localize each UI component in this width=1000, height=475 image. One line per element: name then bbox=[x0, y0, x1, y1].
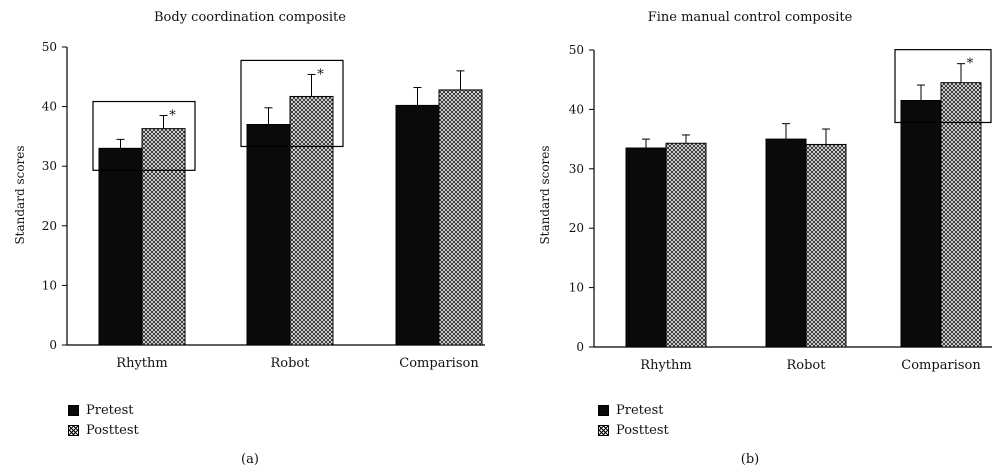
y-tick-label: 30 bbox=[569, 162, 584, 176]
chart-title: Fine manual control composite bbox=[647, 10, 853, 25]
legend-item-pretest: Pretest bbox=[598, 400, 669, 420]
y-tick-label: 40 bbox=[42, 100, 57, 114]
x-tick-label: Rhythm bbox=[116, 356, 167, 371]
significance-asterisk: * bbox=[967, 57, 974, 72]
legend-item-posttest: Posttest bbox=[598, 420, 669, 440]
chart-panel-b: Fine manual control composite Standard s… bbox=[500, 0, 1000, 475]
y-tick-label: 50 bbox=[569, 43, 584, 57]
y-tick-label: 30 bbox=[42, 159, 57, 173]
bar-posttest bbox=[438, 89, 483, 346]
legend: Pretest Posttest bbox=[598, 400, 669, 440]
chart-title: Body coordination composite bbox=[154, 10, 346, 25]
x-tick-label: Robot bbox=[787, 358, 827, 373]
y-tick-label: 50 bbox=[42, 40, 57, 54]
y-tick-label: 40 bbox=[569, 102, 584, 116]
bar-posttest bbox=[665, 142, 707, 348]
legend-item-pretest: Pretest bbox=[68, 400, 139, 420]
bar-chart-a: 0 10 20 30 40 50 * Rhythm * Robot Comparison bbox=[42, 40, 485, 371]
bar-chart-b: 0 10 20 30 40 50 Rhythm Robot * Comparison bbox=[569, 43, 992, 373]
bar-pretest bbox=[98, 147, 143, 346]
x-tick-label: Comparison bbox=[901, 358, 981, 373]
y-tick-label: 20 bbox=[569, 221, 584, 235]
figure-caption: (a) bbox=[241, 452, 259, 467]
significance-box bbox=[894, 49, 992, 124]
y-tick-label: 10 bbox=[42, 278, 57, 292]
bar-pretest bbox=[625, 147, 667, 348]
bar-posttest bbox=[141, 128, 186, 346]
x-tick-label: Rhythm bbox=[640, 358, 691, 373]
significance-box bbox=[92, 100, 196, 171]
bar-posttest bbox=[805, 143, 847, 348]
x-tick-label: Robot bbox=[271, 356, 311, 371]
y-tick-label: 0 bbox=[576, 340, 584, 354]
legend-item-posttest: Posttest bbox=[68, 420, 139, 440]
legend-label: Pretest bbox=[616, 402, 664, 418]
figure-caption: (b) bbox=[740, 452, 760, 467]
bar-pretest bbox=[765, 138, 807, 348]
posttest-swatch bbox=[598, 424, 609, 436]
y-tick-label: 20 bbox=[42, 219, 57, 233]
pretest-swatch bbox=[68, 404, 79, 416]
posttest-swatch bbox=[68, 424, 79, 436]
bar-posttest bbox=[289, 95, 334, 346]
bar-pretest bbox=[900, 99, 942, 348]
legend: Pretest Posttest bbox=[68, 400, 139, 440]
bar-pretest bbox=[246, 123, 291, 346]
significance-box bbox=[240, 59, 344, 148]
y-tick-label: 10 bbox=[569, 281, 584, 295]
significance-asterisk: * bbox=[317, 67, 324, 82]
chart-panel-a: Body coordination composite Standard sco… bbox=[13, 10, 485, 467]
legend-label: Posttest bbox=[616, 422, 669, 438]
y-tick-label: 0 bbox=[49, 338, 57, 352]
x-tick-label: Comparison bbox=[399, 356, 479, 371]
pretest-swatch bbox=[598, 404, 609, 416]
legend-label: Posttest bbox=[86, 422, 139, 438]
significance-asterisk: * bbox=[169, 109, 176, 124]
bar-posttest bbox=[940, 82, 982, 348]
bar-pretest bbox=[395, 104, 440, 346]
legend-label: Pretest bbox=[86, 402, 134, 418]
